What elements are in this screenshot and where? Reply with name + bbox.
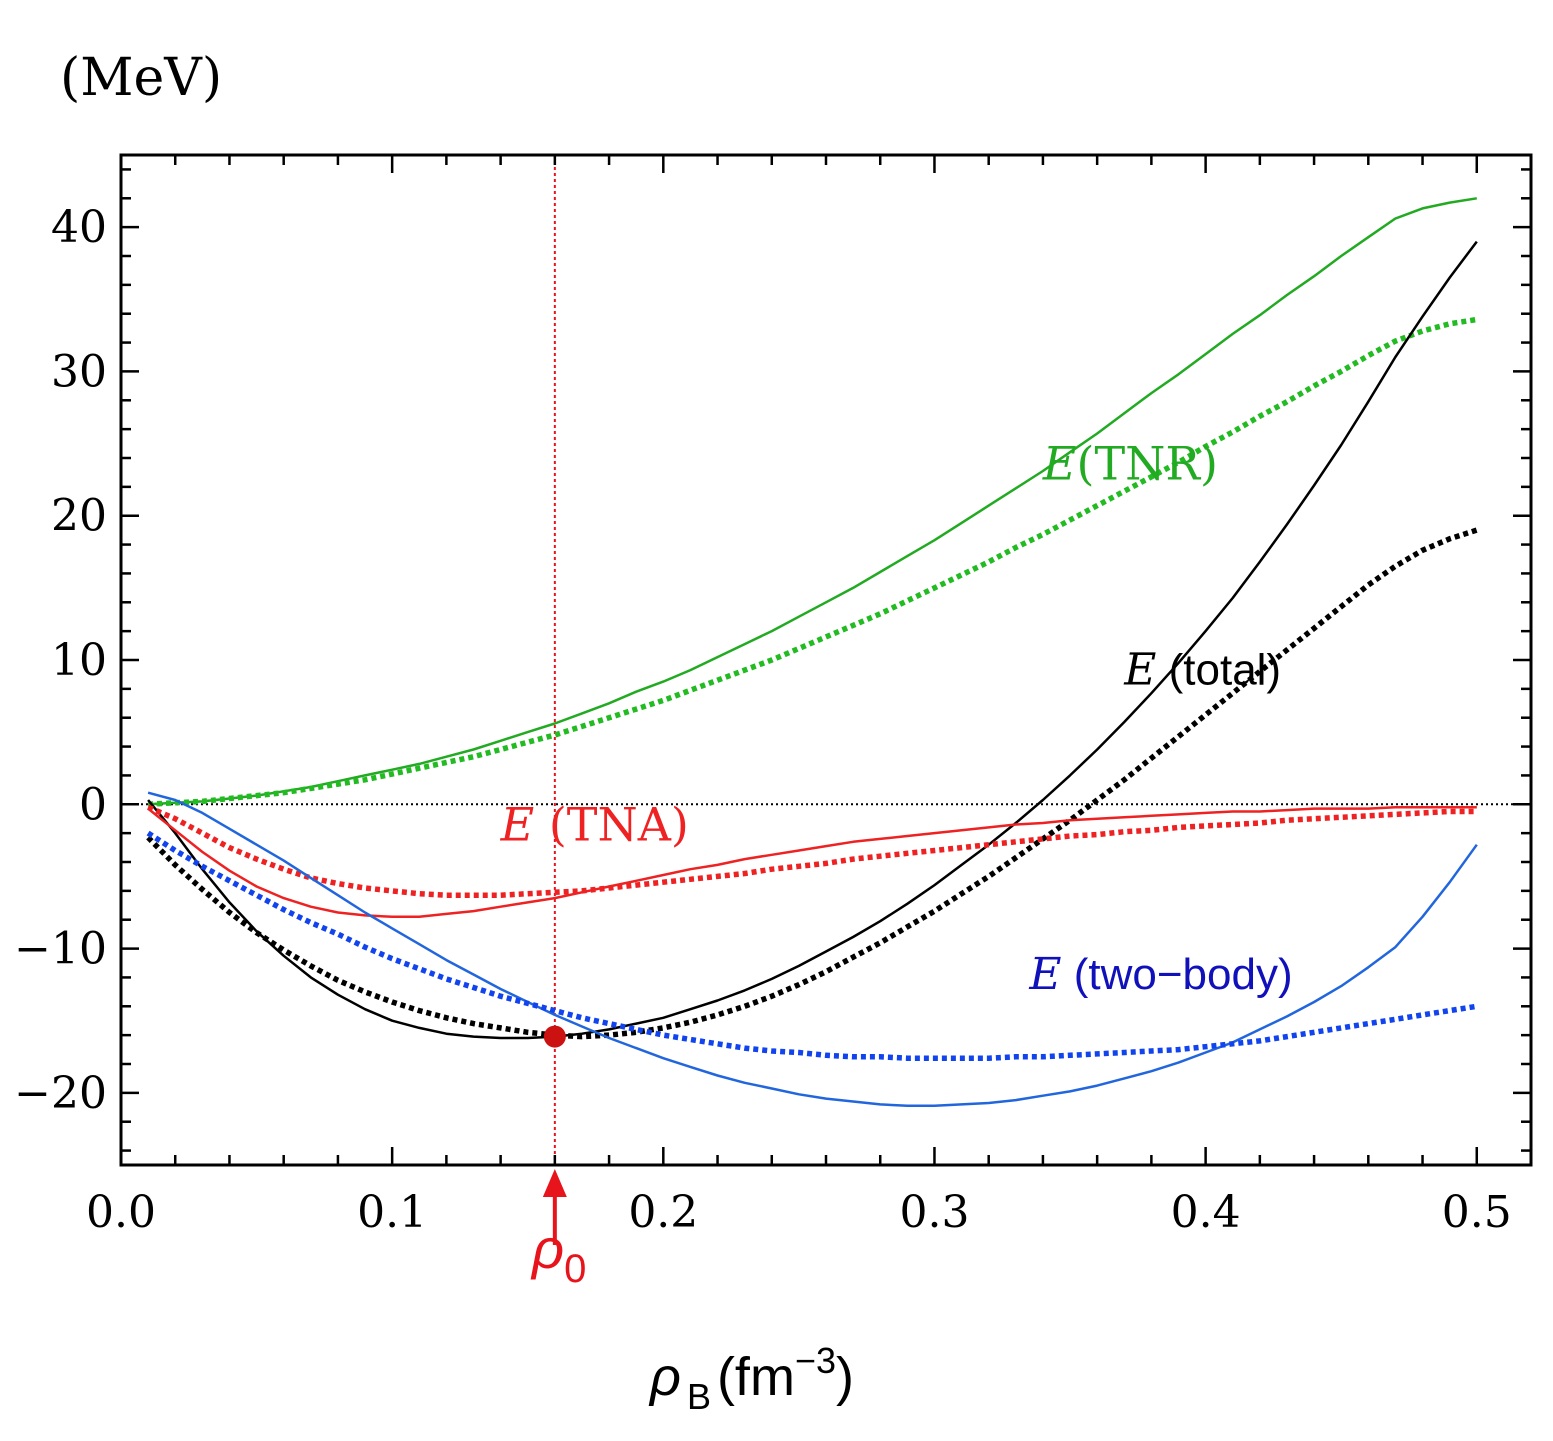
axis-ticks: 0.0 0.1 0.2 0.3 0.4 0.5 −20 −10 0 10 20 30 40	[14, 155, 1533, 1238]
y-tick-label: 10	[51, 635, 107, 686]
rho0-symbol: ρ	[530, 1217, 564, 1280]
series-line-7	[146, 830, 1478, 1061]
saturation-point	[543, 1025, 566, 1048]
x-axis-unit: (fm	[717, 1347, 795, 1407]
annotation-math-total: E	[1123, 645, 1156, 696]
annotations: E(TNR)E (total)E (TNA)E (two−body)	[500, 437, 1293, 1000]
rho0-arrow-head	[542, 1169, 567, 1197]
series-line-6	[147, 791, 1478, 1108]
plot-area	[121, 155, 1531, 1245]
x-axis-exponent: −3	[795, 1340, 836, 1381]
y-tick-label: 20	[51, 491, 107, 542]
x-tick-label: 0.1	[357, 1187, 427, 1238]
series-line-1	[147, 316, 1478, 808]
series-group	[146, 197, 1478, 1108]
y-tick-label: −20	[14, 1068, 107, 1119]
annotation-tnr: E(TNR)	[1042, 437, 1218, 491]
annotation-math-twobody: E	[1028, 949, 1061, 1000]
annotation-text-twobody: (two−body)	[1061, 950, 1292, 999]
x-tick-label: 0.2	[628, 1187, 698, 1238]
x-axis-symbol: ρ	[648, 1347, 681, 1407]
annotation-text-tnr: (TNR)	[1077, 437, 1218, 491]
x-axis-close: )	[836, 1347, 854, 1407]
rho0-label: ρ0	[530, 1217, 586, 1291]
y-tick-label: 0	[79, 779, 107, 830]
annotation-math-tna: E	[500, 797, 535, 851]
x-tick-label: 0.4	[1171, 1187, 1241, 1238]
x-tick-label: 0.5	[1442, 1187, 1512, 1238]
x-axis-subscript: B	[687, 1376, 711, 1417]
x-axis-label: ρ B (fm−3)	[648, 1340, 854, 1417]
plot-frame	[119, 153, 1533, 1167]
annotation-text-tna: (TNA)	[534, 797, 689, 851]
x-tick-label: 0.0	[86, 1187, 156, 1238]
annotation-math-tnr: E	[1042, 437, 1077, 491]
y-tick-label: −10	[14, 924, 107, 975]
annotation-twobody: E (two−body)	[1028, 949, 1292, 1000]
y-tick-label: 40	[51, 202, 107, 253]
y-unit-label: (MeV)	[60, 48, 222, 108]
rho0-subscript: 0	[564, 1247, 586, 1291]
annotation-total: E (total)	[1123, 645, 1281, 696]
x-tick-label: 0.3	[899, 1187, 969, 1238]
series-line-5	[147, 804, 1477, 898]
y-tick-label: 30	[51, 346, 107, 397]
annotation-text-total: (total)	[1156, 646, 1281, 695]
series-line-0	[148, 197, 1477, 806]
series-line-3	[146, 527, 1478, 1040]
annotation-tna: E (TNA)	[500, 797, 689, 851]
series-line-2	[147, 240, 1478, 1040]
